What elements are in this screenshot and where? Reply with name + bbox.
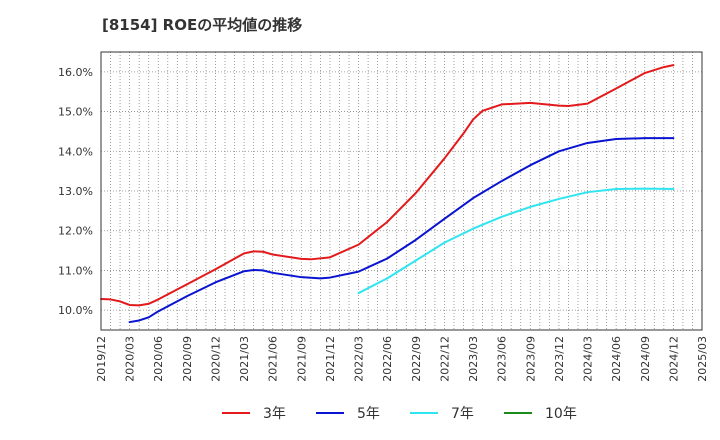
x-tick-label: 2024/09 (639, 336, 652, 382)
x-tick-label: 2023/09 (524, 336, 537, 382)
x-tick-label: 2021/09 (295, 336, 308, 382)
x-tick-label: 2024/06 (610, 336, 623, 382)
x-tick-label: 2023/12 (553, 336, 566, 382)
series-line-2 (128, 137, 675, 324)
y-tick-label: 14.0% (58, 145, 93, 158)
x-tick-label: 2024/03 (582, 336, 595, 382)
x-tick-label: 2019/12 (95, 336, 108, 382)
x-tick-label: 2021/12 (324, 336, 337, 382)
legend: 3年 5年 7年 10年 (222, 406, 577, 422)
x-tick-label: 2023/03 (467, 336, 480, 382)
x-tick-label: 2020/03 (124, 336, 137, 382)
y-axis-ticks: 10.0% 11.0% 12.0% 13.0% 14.0% 15.0% 16.0% (58, 66, 93, 317)
y-tick-label: 10.0% (58, 304, 93, 317)
legend-label: 7年 (451, 406, 474, 422)
x-tick-label: 2021/03 (238, 336, 251, 382)
series-line-3 (357, 187, 675, 295)
series-layer (100, 64, 675, 324)
series-line-1 (100, 64, 675, 307)
x-tick-label: 2024/12 (667, 336, 680, 382)
x-tick-label: 2020/12 (209, 336, 222, 382)
x-tick-label: 2022/06 (381, 336, 394, 382)
x-tick-label: 2021/06 (267, 336, 280, 382)
y-tick-label: 16.0% (58, 66, 93, 79)
x-tick-label: 2020/09 (181, 336, 194, 382)
chart-title: [8154] ROEの平均値の推移 (102, 16, 303, 34)
x-tick-label: 2020/06 (152, 336, 165, 382)
legend-label: 3年 (263, 406, 286, 422)
legend-label: 10年 (545, 406, 577, 422)
legend-label: 5年 (357, 406, 380, 422)
x-tick-label: 2023/06 (496, 336, 509, 382)
x-axis-ticks: 2019/12 2020/03 2020/06 2020/09 2020/12 2021/… (95, 336, 709, 382)
x-tick-label: 2025/03 (696, 336, 709, 382)
grid-layer (101, 52, 702, 330)
x-tick-label: 2022/12 (438, 336, 451, 382)
plot-frame (100, 51, 703, 331)
x-tick-label: 2022/09 (410, 336, 423, 382)
x-tick-label: 2022/03 (353, 336, 366, 382)
y-tick-label: 15.0% (58, 106, 93, 119)
y-tick-label: 12.0% (58, 225, 93, 238)
y-tick-label: 13.0% (58, 185, 93, 198)
y-tick-label: 11.0% (58, 264, 93, 277)
